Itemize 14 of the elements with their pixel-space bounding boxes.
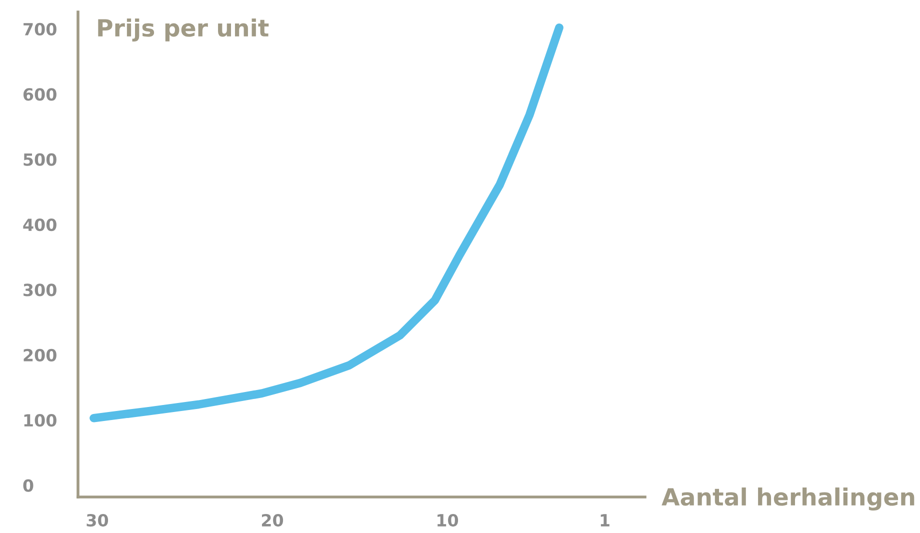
y-tick-label: 300 xyxy=(24,284,56,296)
y-tick-label: 400 xyxy=(23,218,56,232)
y-tick-label: 200 xyxy=(24,348,56,362)
y-tick-label: 600 xyxy=(23,88,56,101)
x-tick-label: 10 xyxy=(438,514,458,527)
y-axis-title: Prijs per unit xyxy=(98,18,269,42)
x-tick-label: 30 xyxy=(86,514,108,527)
x-axis-title: Aantal herhalingen xyxy=(662,487,914,511)
y-tick-label: 100 xyxy=(24,414,56,427)
y-tick-label: 0 xyxy=(23,479,34,492)
x-tick-label: 20 xyxy=(262,514,284,527)
x-tick-label: 1 xyxy=(600,514,610,526)
y-tick-label: 700 xyxy=(24,22,56,36)
y-tick-label: 500 xyxy=(24,153,56,166)
